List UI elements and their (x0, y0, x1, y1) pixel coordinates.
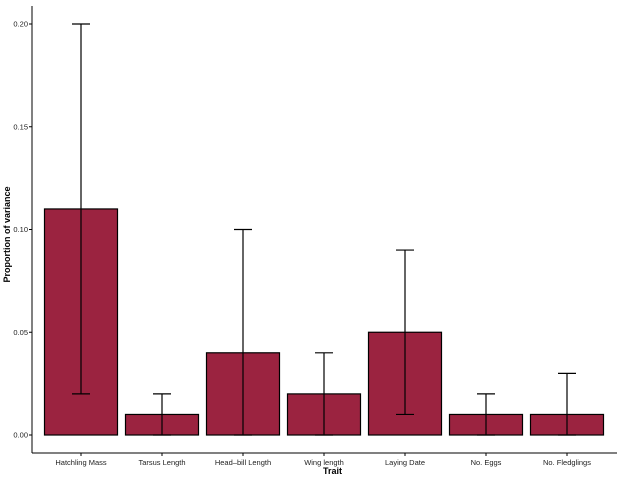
y-tick-label: 0.20 (13, 20, 28, 29)
y-ticks-group: 0.00 0.05 0.10 0.15 0.20 (13, 20, 32, 440)
x-tick-label: Laying Date (385, 458, 425, 467)
error-bar-6 (558, 372, 576, 436)
x-tick-label: No. Fledglings (543, 458, 591, 467)
y-axis-title: Proportion of variance (2, 186, 12, 282)
error-bar-1 (153, 393, 171, 436)
error-bar-2 (234, 228, 252, 436)
y-tick-label: 0.00 (13, 431, 28, 440)
error-bars-group (72, 23, 576, 436)
y-tick-label: 0.05 (13, 328, 28, 337)
x-tick-label: Wing length (304, 458, 344, 467)
y-tick-label: 0.15 (13, 122, 28, 131)
error-bar-0 (72, 23, 90, 395)
x-tick-label: No. Eggs (471, 458, 502, 467)
error-bar-3 (315, 352, 333, 436)
error-bar-5 (477, 393, 495, 436)
x-tick-label: Head–bill Length (215, 458, 271, 467)
x-ticks-group: Hatchling Mass Tarsus Length Head–bill Len… (55, 453, 591, 467)
x-axis-title: Trait (323, 466, 342, 476)
x-tick-label: Tarsus Length (138, 458, 185, 467)
y-tick-label: 0.10 (13, 225, 28, 234)
x-tick-label: Hatchling Mass (55, 458, 107, 467)
error-bar-4 (396, 249, 414, 416)
